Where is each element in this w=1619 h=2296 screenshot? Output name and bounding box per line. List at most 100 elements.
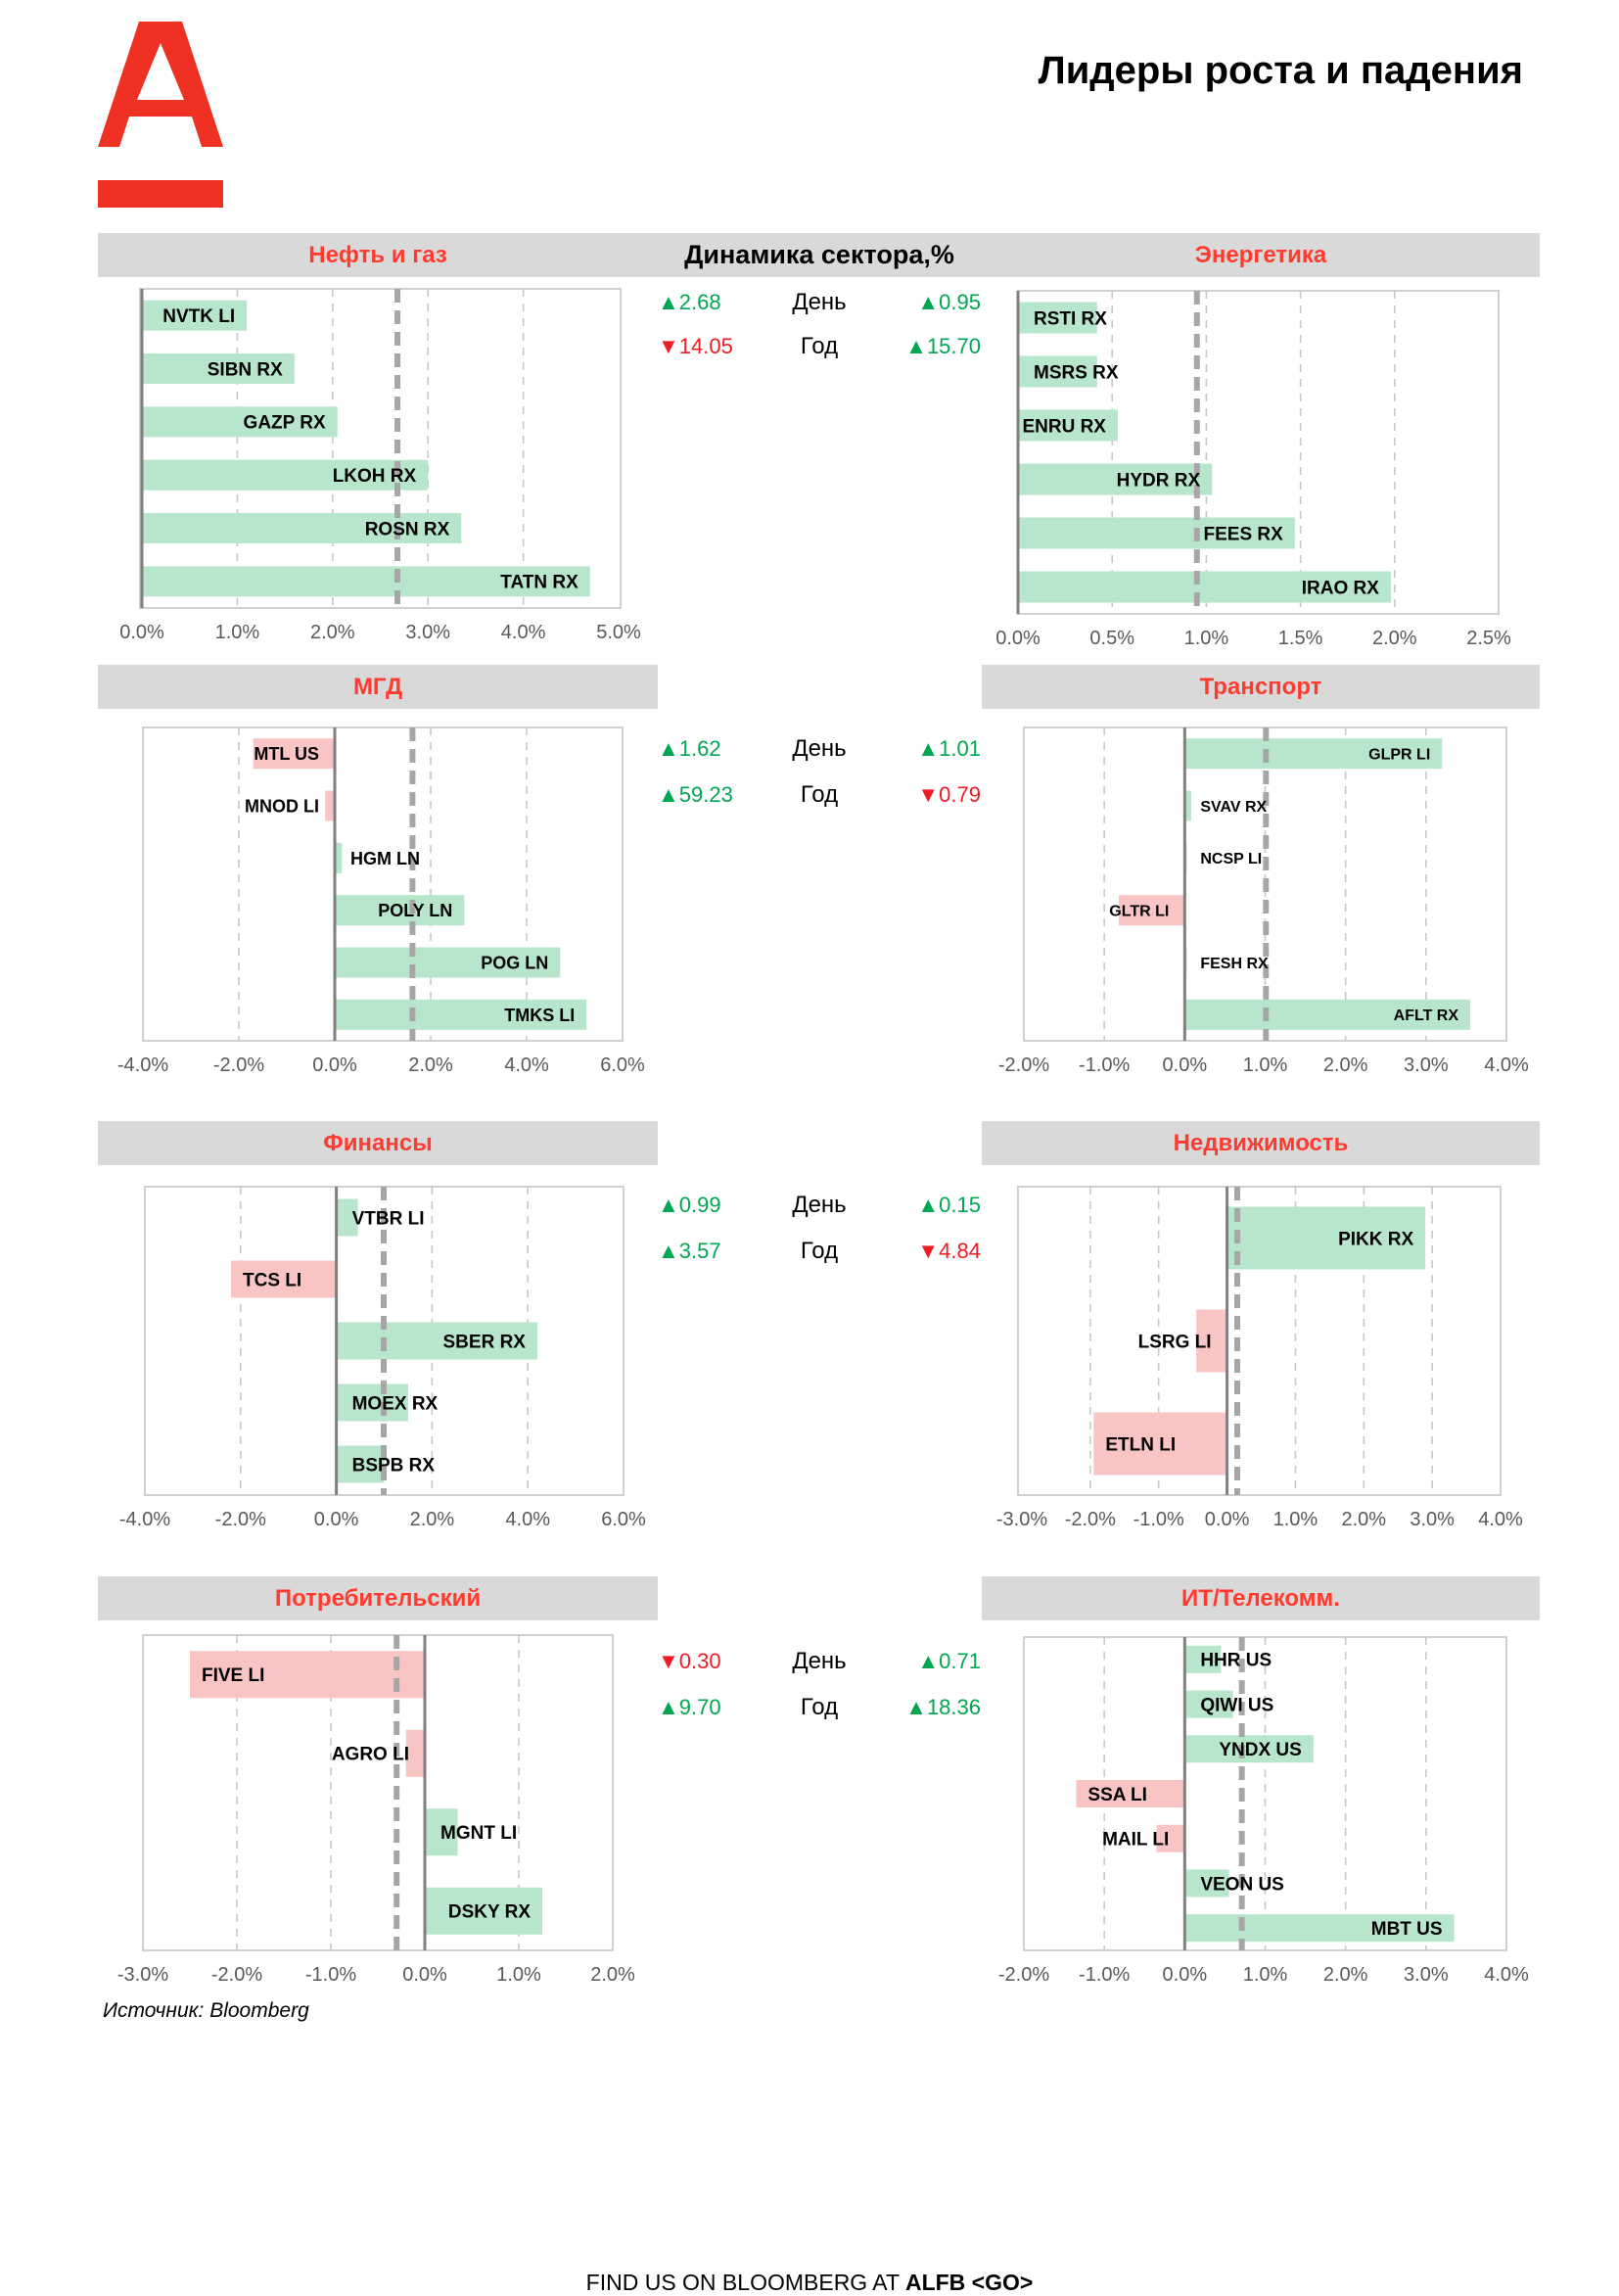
year-row: ▲9.70 Год ▲18.36 bbox=[658, 1693, 981, 1722]
day-label: День bbox=[792, 289, 847, 315]
bar bbox=[425, 1887, 542, 1935]
year-label: Год bbox=[800, 781, 839, 808]
day-label: День bbox=[792, 1648, 847, 1674]
bar bbox=[142, 300, 248, 331]
section-band-row-3-left bbox=[98, 1121, 658, 1165]
x-tick-label: 3.0% bbox=[1404, 1054, 1449, 1076]
footer-ticker: ALFB <GO> bbox=[904, 2270, 1034, 2295]
bar-label: SVAV RX bbox=[1200, 799, 1267, 816]
sector-dynamics-finance-real-estate: ▲0.99 День ▲0.15 ▲3.57 Год ▼4.84 bbox=[658, 1191, 981, 1289]
section-band-row-1 bbox=[98, 233, 1540, 277]
x-tick-label: -4.0% bbox=[119, 1509, 170, 1530]
bar-label: VTBR LI bbox=[352, 1208, 425, 1229]
day-label: День bbox=[792, 1192, 847, 1218]
x-tick-label: -3.0% bbox=[996, 1509, 1047, 1530]
bar-label: PIKK RX bbox=[1338, 1229, 1413, 1249]
bar bbox=[1184, 999, 1471, 1030]
day-row: ▲2.68 День ▲0.95 bbox=[658, 288, 981, 317]
bar bbox=[190, 1651, 425, 1699]
bar bbox=[325, 790, 335, 821]
bar-label: FIVE LI bbox=[202, 1665, 264, 1686]
x-tick-label: 2.0% bbox=[1323, 1054, 1368, 1076]
x-tick-label: 2.0% bbox=[1323, 1964, 1368, 1986]
x-tick-label: 1.0% bbox=[1243, 1054, 1288, 1076]
bar-label: YNDX US bbox=[1219, 1740, 1301, 1760]
bar-label: ENRU RX bbox=[1022, 416, 1106, 437]
right-day-change: ▲0.71 bbox=[917, 1649, 981, 1673]
x-tick-label: 0.5% bbox=[1089, 628, 1134, 649]
year-row: ▲3.57 Год ▼4.84 bbox=[658, 1237, 981, 1266]
x-tick-label: 0.0% bbox=[995, 628, 1041, 649]
bar-label: POLY LN bbox=[378, 901, 452, 920]
bar bbox=[1196, 1309, 1227, 1373]
section-band-row-4-left bbox=[98, 1576, 658, 1620]
sector-title-energy: Энергетика bbox=[1194, 242, 1327, 268]
right-day-change: ▲0.15 bbox=[917, 1193, 981, 1217]
x-tick-label: 0.0% bbox=[1163, 1964, 1208, 1986]
bar bbox=[142, 513, 462, 543]
bar bbox=[1184, 790, 1191, 821]
x-tick-label: 4.0% bbox=[501, 622, 546, 643]
x-tick-label: 1.0% bbox=[1243, 1964, 1288, 1986]
bar-label: MAIL LI bbox=[1102, 1830, 1169, 1851]
sector-title-transport: Транспорт bbox=[1199, 674, 1322, 700]
bar-label: TCS LI bbox=[243, 1270, 301, 1290]
x-tick-label: 5.0% bbox=[596, 622, 641, 643]
x-tick-label: -2.0% bbox=[998, 1054, 1049, 1076]
x-tick-label: 2.0% bbox=[1372, 628, 1417, 649]
x-tick-label: 4.0% bbox=[1484, 1964, 1529, 1986]
chart-frame bbox=[142, 726, 624, 1042]
x-tick-label: 0.0% bbox=[314, 1509, 359, 1530]
day-row: ▲0.99 День ▲0.15 bbox=[658, 1191, 981, 1220]
right-day-change: ▲0.95 bbox=[917, 290, 981, 314]
bar bbox=[142, 406, 338, 438]
bar bbox=[1184, 1869, 1229, 1898]
left-year-change: ▼14.05 bbox=[658, 334, 733, 358]
chart-frame bbox=[142, 1634, 614, 1951]
sector-title-finance: Финансы bbox=[323, 1130, 433, 1156]
right-year-change: ▲18.36 bbox=[905, 1695, 981, 1719]
sector-title-it-telecom: ИТ/Телекомм. bbox=[1181, 1585, 1340, 1612]
x-tick-label: -3.0% bbox=[117, 1964, 168, 1986]
left-day-change: ▼0.30 bbox=[658, 1649, 721, 1673]
bar-label: HHR US bbox=[1200, 1651, 1272, 1671]
left-year-change: ▲59.23 bbox=[658, 782, 733, 807]
x-tick-label: 4.0% bbox=[1484, 1054, 1529, 1076]
bar bbox=[1018, 571, 1391, 603]
bar bbox=[425, 1808, 458, 1856]
x-tick-label: 2.0% bbox=[590, 1964, 635, 1986]
x-tick-label: 1.5% bbox=[1278, 628, 1323, 649]
bar-label: LKOH RX bbox=[333, 466, 417, 487]
x-tick-label: 3.0% bbox=[405, 622, 450, 643]
bar bbox=[1093, 1412, 1227, 1476]
chart-frame bbox=[139, 288, 622, 609]
bar bbox=[335, 895, 465, 926]
section-band-row-4-right bbox=[982, 1576, 1540, 1620]
bar-label: AFLT RX bbox=[1394, 1007, 1459, 1024]
chart-frame bbox=[1017, 1186, 1502, 1496]
sector-dynamics-metals-transport: ▲1.62 День ▲1.01 ▲59.23 Год ▼0.79 bbox=[658, 734, 981, 832]
day-row: ▲1.62 День ▲1.01 bbox=[658, 734, 981, 764]
year-row: ▲59.23 Год ▼0.79 bbox=[658, 780, 981, 810]
left-day-change: ▲1.62 bbox=[658, 736, 721, 761]
x-tick-label: 6.0% bbox=[600, 1054, 645, 1076]
year-label: Год bbox=[800, 333, 839, 359]
bar-label: IRAO RX bbox=[1302, 578, 1380, 598]
x-tick-label: -2.0% bbox=[1065, 1509, 1116, 1530]
left-day-change: ▲2.68 bbox=[658, 290, 721, 314]
bar-label: POG LN bbox=[481, 953, 548, 972]
sector-title-consumer: Потребительский bbox=[274, 1585, 482, 1612]
bar-label: HGM LN bbox=[350, 849, 420, 868]
day-row: ▼0.30 День ▲0.71 bbox=[658, 1647, 981, 1676]
bar-label: DSKY RX bbox=[448, 1902, 531, 1923]
x-tick-label: -2.0% bbox=[998, 1964, 1049, 1986]
sector-title-oil-gas: Нефть и газ bbox=[308, 242, 447, 268]
bar-label: AGRO LI bbox=[332, 1745, 409, 1765]
section-band-row-2-right bbox=[982, 665, 1540, 709]
